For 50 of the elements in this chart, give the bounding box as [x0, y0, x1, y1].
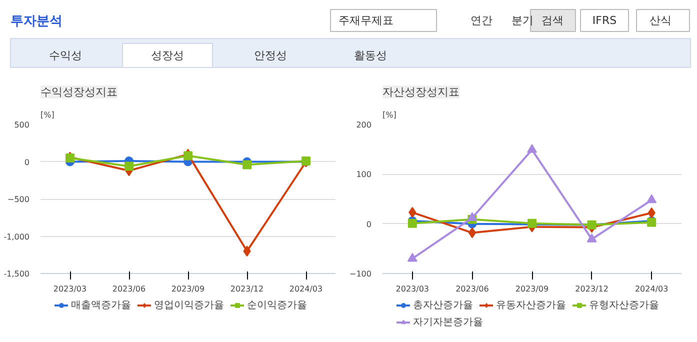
- legend-label: 유형자산증가율: [589, 299, 659, 312]
- x-tick-label: 2023/12: [230, 284, 264, 294]
- text: 안정성: [254, 49, 287, 62]
- text: 성장성: [151, 49, 184, 62]
- x-tick-label: 2024/03: [289, 284, 323, 294]
- y-tick-label: 200: [356, 120, 372, 130]
- text: 검색: [542, 14, 564, 27]
- chart-title: 수익성장성지표: [40, 86, 118, 98]
- text: 주재무제표: [338, 14, 394, 27]
- legend-label: 총자산증가율: [413, 299, 473, 312]
- chart-title: 자산성장성지표: [382, 86, 460, 98]
- y-tick-label: 0: [24, 158, 30, 167]
- y-tick-label: -1,500: [4, 270, 30, 278]
- legend-label: 유동자산증가율: [496, 299, 566, 312]
- text: 분기: [512, 14, 534, 27]
- text: 투자분석: [10, 14, 62, 29]
- legend-label: 자기자본증가율: [413, 316, 483, 329]
- point: [646, 194, 657, 204]
- legend-label: 매출액증가율: [71, 299, 131, 312]
- text: 수익성: [49, 49, 82, 62]
- point: [184, 151, 192, 160]
- y-tick-label: −500: [8, 195, 30, 204]
- legend-label: 영업이익증가율: [154, 299, 224, 312]
- y-tick-label: 0: [366, 220, 372, 229]
- x-tick-label: 2024/03: [634, 284, 668, 294]
- y-tick-label: -1,000: [4, 232, 30, 242]
- point: [242, 160, 252, 170]
- point: [467, 212, 478, 221]
- x-tick-label: 2023/09: [515, 284, 549, 294]
- point: [124, 162, 134, 171]
- point: [408, 218, 417, 228]
- text: 활동성: [354, 49, 387, 62]
- y-tick-label: 500: [14, 120, 30, 130]
- text: IFRS: [592, 14, 617, 27]
- x-tick-label: 2023/06: [456, 284, 489, 294]
- x-tick-label: 2023/06: [112, 284, 146, 294]
- point: [527, 144, 537, 153]
- text: 산식: [650, 14, 672, 27]
- x-tick-label: 2023/12: [575, 284, 608, 294]
- y-axis-title: [%]: [382, 110, 396, 120]
- x-tick-label: 2023/03: [396, 284, 430, 294]
- y-tick-label: 100: [356, 170, 372, 180]
- point: [586, 234, 597, 242]
- point: [468, 227, 476, 238]
- text: 연간: [470, 14, 492, 27]
- x-tick-label: 2023/09: [171, 284, 205, 294]
- y-tick-label: −100: [350, 270, 372, 278]
- legend-label: 순이익증가율: [247, 299, 307, 312]
- x-tick-label: 2023/03: [53, 284, 87, 294]
- y-axis-title: [%]: [40, 110, 54, 120]
